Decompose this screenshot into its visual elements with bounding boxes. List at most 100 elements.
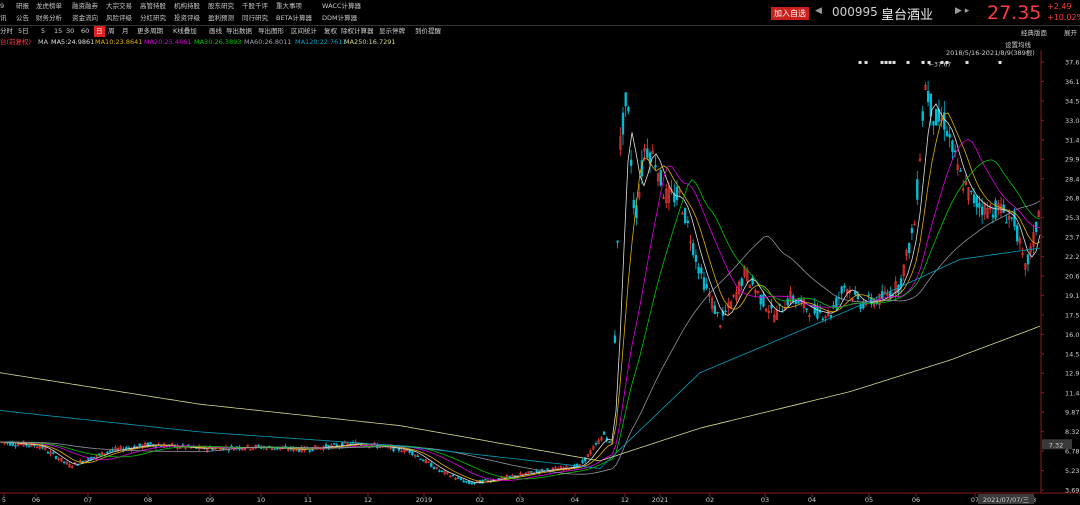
- date-range-label: 2018/5/16-2021/8/9(389根): [946, 49, 1035, 57]
- candle-body: [943, 112, 946, 130]
- menu-item2-2[interactable]: 财务分析: [36, 14, 62, 22]
- add-watchlist-button[interactable]: 加入自选: [771, 7, 809, 20]
- next-stock-icon[interactable]: ▶ ▸: [955, 6, 970, 16]
- toolbar-item-2[interactable]: 5: [41, 27, 46, 35]
- candle-body: [667, 187, 671, 203]
- ma20-line: [0, 138, 1040, 481]
- candle-body: [249, 448, 252, 451]
- candle-body: [251, 447, 255, 450]
- menu-item2-10[interactable]: DDM计算器: [322, 14, 358, 22]
- candle-body: [243, 448, 247, 450]
- event-flag-icon: ▪: [892, 59, 896, 66]
- menu-item-8[interactable]: 千股千评: [242, 2, 268, 10]
- y-tick-label: 33.04: [1065, 117, 1080, 125]
- candle-body: [125, 447, 128, 450]
- toolbar-item-17[interactable]: 显示停牌: [379, 27, 405, 35]
- prev-stock-icon[interactable]: ◀: [815, 6, 822, 16]
- menu-item2-9[interactable]: BETA计算器: [276, 14, 312, 22]
- event-flag-icon: ▪: [945, 59, 949, 66]
- candle-body: [438, 470, 441, 472]
- candle-body: [894, 281, 897, 294]
- candle-body: [867, 294, 870, 297]
- candle-body: [791, 295, 795, 303]
- candle-body: [308, 450, 311, 452]
- toolbar-item-16[interactable]: 除权计算器: [341, 27, 374, 35]
- candle-body: [1026, 254, 1030, 265]
- candle-body: [524, 472, 527, 475]
- menu-item2-0[interactable]: 讯: [0, 14, 7, 22]
- menu-item-3[interactable]: 融资融券: [72, 2, 98, 10]
- candle-body: [1010, 217, 1013, 219]
- toolbar-item-14[interactable]: 区间统计: [291, 27, 317, 35]
- menu-item-1[interactable]: 研报: [16, 2, 29, 10]
- ma-prefix: 台(前复权): [0, 38, 32, 46]
- menu-item2-6[interactable]: 投资评级: [174, 14, 200, 22]
- candle-body: [17, 443, 20, 447]
- menu-item2-1[interactable]: 公告: [16, 14, 29, 22]
- candle-body: [883, 291, 887, 294]
- candle-body: [767, 311, 770, 313]
- menu-item-0[interactable]: 9: [0, 2, 5, 10]
- candle-body: [559, 466, 563, 469]
- y-tick-label: 3.69: [1065, 487, 1079, 495]
- toolbar-item-10[interactable]: K线叠加: [173, 27, 197, 35]
- toolbar-item-9[interactable]: 更多周期: [137, 27, 163, 35]
- candle-body: [1024, 263, 1027, 270]
- toolbar-item-13[interactable]: 导出图形: [258, 27, 284, 35]
- x-tick-label: 05: [865, 496, 873, 504]
- x-tick-label: 02: [476, 496, 484, 504]
- candle-body: [805, 308, 808, 310]
- expand-button[interactable]: 展开: [1064, 29, 1077, 37]
- toolbar-item-5[interactable]: 60: [81, 27, 90, 35]
- candle-body: [967, 187, 970, 201]
- toolbar-item-11[interactable]: 画线: [209, 27, 222, 35]
- toolbar-item-0[interactable]: 分时: [0, 27, 13, 35]
- candle-body: [916, 179, 919, 200]
- toolbar-item-4[interactable]: 30: [66, 27, 75, 35]
- event-flag-icon: ▪: [965, 59, 969, 66]
- menu-item2-4[interactable]: 风险评级: [106, 14, 132, 22]
- event-flag-icon: ▪: [906, 59, 910, 66]
- candle-body: [983, 202, 986, 215]
- toolbar-item-7[interactable]: 周: [108, 27, 115, 35]
- candle-body: [465, 481, 468, 483]
- toolbar-item-1[interactable]: 5日: [18, 27, 29, 35]
- toolbar-item-8[interactable]: 月: [122, 27, 129, 35]
- candle-body: [675, 186, 679, 201]
- toolbar-item-18[interactable]: 到价提醒: [415, 27, 441, 35]
- toolbar-item-3[interactable]: 15: [54, 27, 63, 35]
- menu-item-7[interactable]: 股东研究: [208, 2, 234, 10]
- candle-body: [621, 112, 625, 135]
- event-flag-icon: ▪: [864, 59, 868, 66]
- ma60-value: MA60:26.8011: [244, 38, 292, 46]
- candle-body: [57, 458, 60, 461]
- menu-item-9[interactable]: 重大事项: [276, 2, 302, 10]
- ma60-line: [0, 200, 1041, 475]
- candle-body: [886, 293, 889, 296]
- candle-body: [138, 443, 141, 447]
- ma-settings-button[interactable]: 设置均线: [1005, 41, 1031, 49]
- toolbar-item-6[interactable]: 日: [94, 26, 105, 37]
- menu-item2-3[interactable]: 资金流向: [72, 14, 98, 22]
- x-tick-label: 07: [971, 496, 979, 504]
- candle-body: [924, 85, 927, 90]
- menu-item2-7[interactable]: 盈利预测: [208, 14, 234, 22]
- candle-body: [257, 444, 260, 447]
- menu-item2-8[interactable]: 同行研究: [242, 14, 268, 22]
- toolbar-item-12[interactable]: 导出数据: [226, 27, 252, 35]
- candle-body: [759, 294, 762, 305]
- candle-body: [821, 318, 824, 321]
- candle-body: [951, 140, 954, 152]
- candle-body: [446, 472, 449, 474]
- layout-label[interactable]: 经典版面: [1021, 29, 1047, 37]
- toolbar-item-15[interactable]: 复权: [324, 27, 337, 35]
- candle-body: [467, 481, 471, 484]
- menu-item-2[interactable]: 龙虎榜单: [36, 2, 62, 10]
- menu-item-4[interactable]: 大宗交易: [106, 2, 132, 10]
- menu-item2-5[interactable]: 分红研究: [140, 14, 166, 22]
- menu-item-10[interactable]: WACC计算器: [322, 2, 361, 10]
- menu-item-5[interactable]: 高管持股: [140, 2, 166, 10]
- candle-body: [953, 150, 957, 152]
- menu-item-6[interactable]: 机构持股: [174, 2, 200, 10]
